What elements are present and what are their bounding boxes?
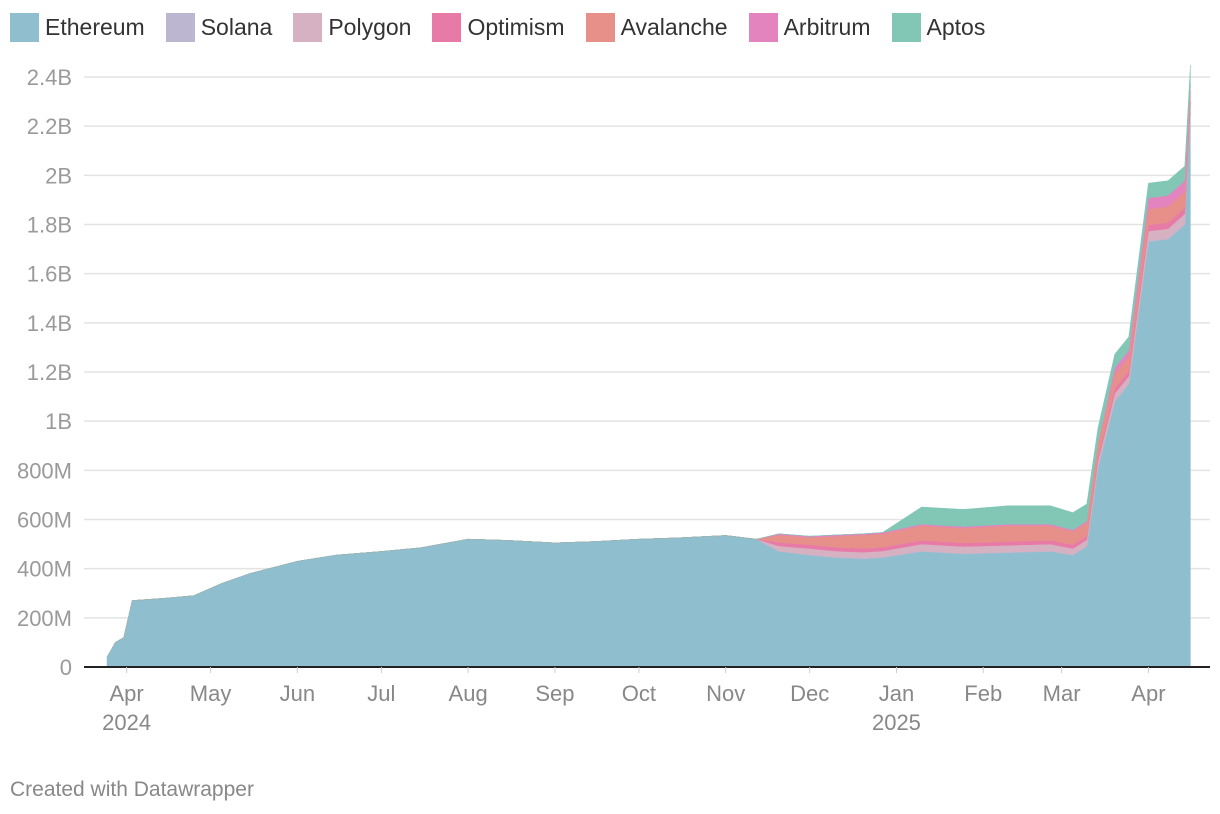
legend-label: Ethereum <box>45 13 145 40</box>
legend-item-polygon: Polygon <box>293 12 412 42</box>
legend-item-solana: Solana <box>165 12 273 42</box>
legend-swatch <box>748 12 778 42</box>
legend-swatch <box>432 12 462 42</box>
x-tick-label: Jan <box>879 681 914 706</box>
legend-label: Aptos <box>926 13 986 40</box>
x-tick-label: Apr <box>1131 681 1165 706</box>
y-axis-ticks: 0 200M 400M 600M 800M 1B 1.2B 1.4B 1.6B 1.8B 2B 2.2… <box>17 65 72 680</box>
y-tick-label: 600M <box>17 508 72 533</box>
y-tick-label: 2.2B <box>27 114 72 139</box>
y-tick-label: 2.4B <box>27 65 72 90</box>
x-tick-label: Dec <box>790 681 829 706</box>
legend-item-avalanche: Avalanche <box>585 12 728 42</box>
x-tick-year-label: 2024 <box>102 710 151 735</box>
legend-item-aptos: Aptos <box>891 12 986 42</box>
legend-swatch <box>585 12 615 42</box>
y-tick-label: 2B <box>45 163 72 188</box>
legend-label: Arbitrum <box>783 13 871 40</box>
legend-swatch <box>165 12 195 42</box>
x-axis-ticks: Apr 2024 May Jun Jul Aug Sep Oct Nov Dec Jan 2025 Fe… <box>102 667 1166 735</box>
y-tick-label: 0 <box>60 655 72 680</box>
y-tick-label: 1.4B <box>27 311 72 336</box>
y-tick-label: 1B <box>45 409 72 434</box>
x-tick-label: Oct <box>622 681 656 706</box>
x-tick-year-label: 2025 <box>872 710 921 735</box>
x-tick-label: Jul <box>367 681 395 706</box>
legend-swatch <box>10 12 39 42</box>
legend-item-optimism: Optimism <box>432 12 565 42</box>
legend-label: Optimism <box>467 13 565 40</box>
legend-item-arbitrum: Arbitrum <box>748 12 871 42</box>
legend-item-ethereum: Ethereum <box>10 12 145 42</box>
y-tick-label: 800M <box>17 458 72 483</box>
legend-swatch <box>891 12 921 42</box>
legend-label: Avalanche <box>620 13 728 40</box>
x-tick-label: Aug <box>449 681 488 706</box>
x-tick-label: Apr <box>109 681 143 706</box>
chart-legend: Ethereum Solana Polygon Optimism Avalanche Ar… <box>10 10 1006 44</box>
y-tick-label: 1.8B <box>27 213 72 238</box>
y-tick-label: 1.6B <box>27 262 72 287</box>
legend-swatch <box>293 12 323 42</box>
legend-label: Polygon <box>328 13 412 40</box>
datawrapper-credit: Created with Datawrapper <box>10 778 254 801</box>
y-tick-label: 400M <box>17 557 72 582</box>
x-tick-label: Feb <box>964 681 1002 706</box>
stacked-area-chart: 0 200M 400M 600M 800M 1B 1.2B 1.4B 1.6B 1.8B 2B 2.2… <box>17 65 1210 735</box>
legend-label: Solana <box>200 13 273 40</box>
x-tick-label: Sep <box>535 681 574 706</box>
area-ethereum <box>106 113 1191 668</box>
x-tick-label: May <box>190 681 232 706</box>
y-tick-label: 200M <box>17 606 72 631</box>
area-aptos <box>106 65 1191 658</box>
x-tick-label: Jun <box>280 681 315 706</box>
x-tick-label: Nov <box>706 681 745 706</box>
x-tick-label: Mar <box>1043 681 1081 706</box>
y-tick-label: 1.2B <box>27 360 72 385</box>
area-series-group <box>106 65 1191 668</box>
